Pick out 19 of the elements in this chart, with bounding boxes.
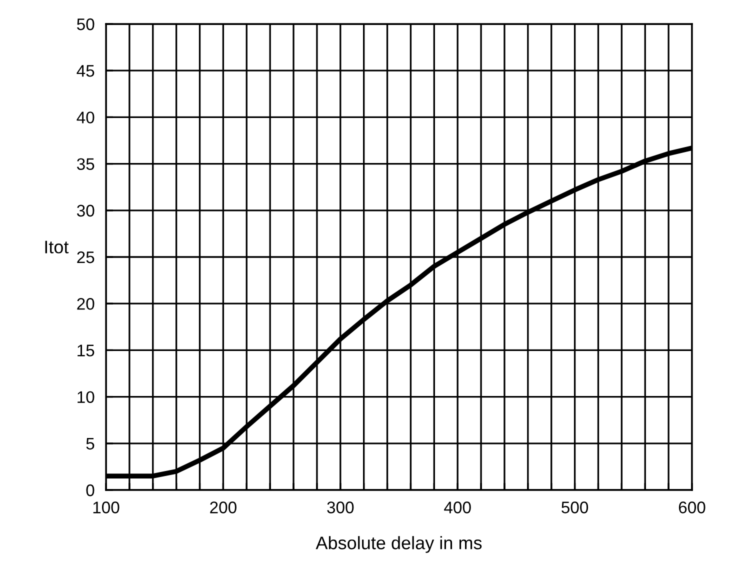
x-tick-label: 100 [93, 502, 120, 514]
y-tick-label: 20 [77, 298, 94, 310]
y-tick-label: 35 [76, 158, 94, 170]
y-tick-label: 10 [78, 391, 94, 404]
y-tick-label: 5 [86, 438, 94, 450]
x-tick-label: 300 [327, 502, 354, 514]
y-tick-label: 25 [77, 251, 94, 264]
y-axis-title: Itot [45, 240, 69, 254]
y-tick-label: 40 [76, 112, 94, 124]
x-tick-label: 600 [678, 502, 706, 514]
x-tick-label: 400 [444, 502, 471, 514]
y-tick-label: 45 [76, 65, 94, 77]
y-tick-label: 0 [86, 484, 94, 496]
x-tick-label: 500 [562, 502, 588, 514]
x-tick-label: 200 [210, 502, 236, 514]
y-tick-label: 30 [76, 204, 94, 217]
x-axis-title: Absolute delay in ms [316, 536, 482, 553]
y-tick-label: 50 [77, 18, 94, 30]
y-tick-label: 15 [78, 344, 94, 356]
